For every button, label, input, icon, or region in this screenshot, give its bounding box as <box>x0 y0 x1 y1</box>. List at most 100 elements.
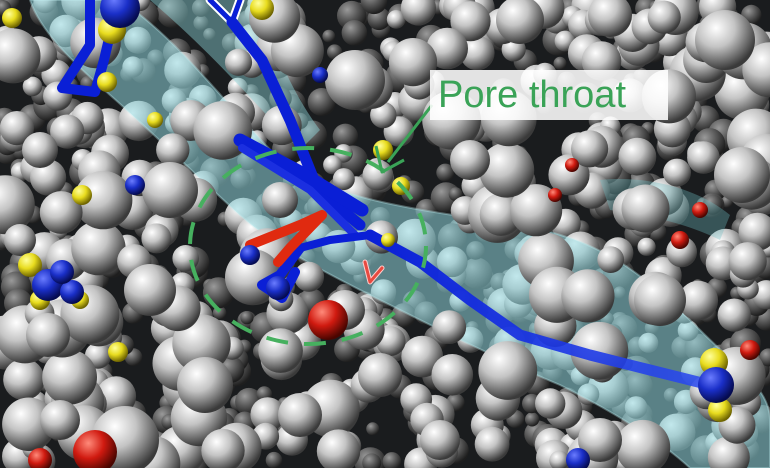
sphere <box>147 112 163 128</box>
sphere <box>535 388 566 419</box>
diffusion-path <box>57 0 716 391</box>
sphere <box>3 358 45 401</box>
sphere <box>565 158 579 172</box>
sphere <box>191 0 211 17</box>
sphere <box>312 67 328 83</box>
sphere <box>549 450 570 468</box>
sphere <box>360 0 388 15</box>
sphere <box>322 29 336 43</box>
sphere <box>177 357 233 413</box>
sphere <box>156 0 189 28</box>
sphere <box>561 269 615 323</box>
sphere <box>42 349 97 405</box>
sphere <box>0 175 35 235</box>
sphere <box>250 397 285 432</box>
sphere <box>97 72 117 92</box>
sphere <box>50 260 74 284</box>
sphere <box>362 159 394 191</box>
sphere <box>0 111 34 146</box>
sphere <box>400 0 436 26</box>
sphere <box>738 212 770 251</box>
sphere <box>71 220 126 276</box>
sphere <box>108 342 128 362</box>
sphere <box>479 142 535 198</box>
sphere <box>266 276 290 300</box>
annotation-arrow <box>374 104 434 174</box>
sphere <box>566 448 590 468</box>
sphere <box>450 1 491 42</box>
sphere <box>341 20 368 46</box>
sphere <box>258 328 303 373</box>
sphere <box>28 448 52 468</box>
sphere <box>695 10 755 70</box>
sphere <box>525 412 540 427</box>
sphere <box>172 244 199 272</box>
pore-throat-label: Pore throat <box>430 70 668 120</box>
sphere <box>142 162 198 218</box>
sphere <box>370 101 397 129</box>
sphere <box>22 132 58 168</box>
sphere <box>224 48 253 76</box>
sphere <box>663 158 691 187</box>
sphere <box>708 398 732 422</box>
sphere <box>420 420 460 460</box>
sphere <box>40 400 80 440</box>
sphere <box>262 182 298 218</box>
sphere <box>692 202 708 218</box>
sphere <box>618 137 657 176</box>
sphere <box>740 340 760 360</box>
sphere <box>548 154 590 196</box>
sphere <box>60 280 84 304</box>
sphere <box>124 264 176 316</box>
sphere <box>615 419 671 468</box>
sphere <box>26 313 70 357</box>
sphere <box>637 237 656 256</box>
sphere <box>459 35 495 71</box>
sphere <box>4 224 36 256</box>
sphere <box>381 233 395 247</box>
sphere <box>698 367 734 403</box>
sphere <box>474 426 510 462</box>
sphere <box>478 341 538 400</box>
sphere <box>100 0 140 28</box>
sphere <box>432 310 467 344</box>
sphere <box>634 274 686 326</box>
sphere <box>436 163 455 182</box>
sphere <box>578 418 622 462</box>
sphere <box>201 428 245 468</box>
sphere <box>621 184 670 233</box>
sphere <box>156 133 190 167</box>
sphere <box>728 242 767 281</box>
sphere <box>332 123 359 149</box>
sphere <box>358 353 402 397</box>
sphere <box>0 28 41 84</box>
sphere <box>193 15 209 31</box>
sphere <box>647 0 681 34</box>
pore-throat-circle <box>188 146 428 346</box>
sphere <box>39 191 83 234</box>
sphere <box>362 453 382 468</box>
sphere <box>2 8 22 28</box>
sphere <box>308 300 348 340</box>
sphere <box>707 436 750 468</box>
sphere <box>227 77 248 98</box>
sphere <box>588 0 632 37</box>
sphere <box>714 147 770 203</box>
sphere <box>366 422 380 436</box>
highlight-path <box>245 210 385 285</box>
sphere <box>687 141 720 174</box>
sphere <box>203 28 216 41</box>
sphere <box>265 451 283 468</box>
sphere <box>74 170 133 230</box>
sphere <box>332 168 355 191</box>
sphere <box>386 10 406 29</box>
sphere <box>307 88 336 116</box>
sphere <box>240 245 260 265</box>
sphere <box>401 335 444 378</box>
sphere <box>125 175 145 195</box>
sphere <box>553 56 567 70</box>
